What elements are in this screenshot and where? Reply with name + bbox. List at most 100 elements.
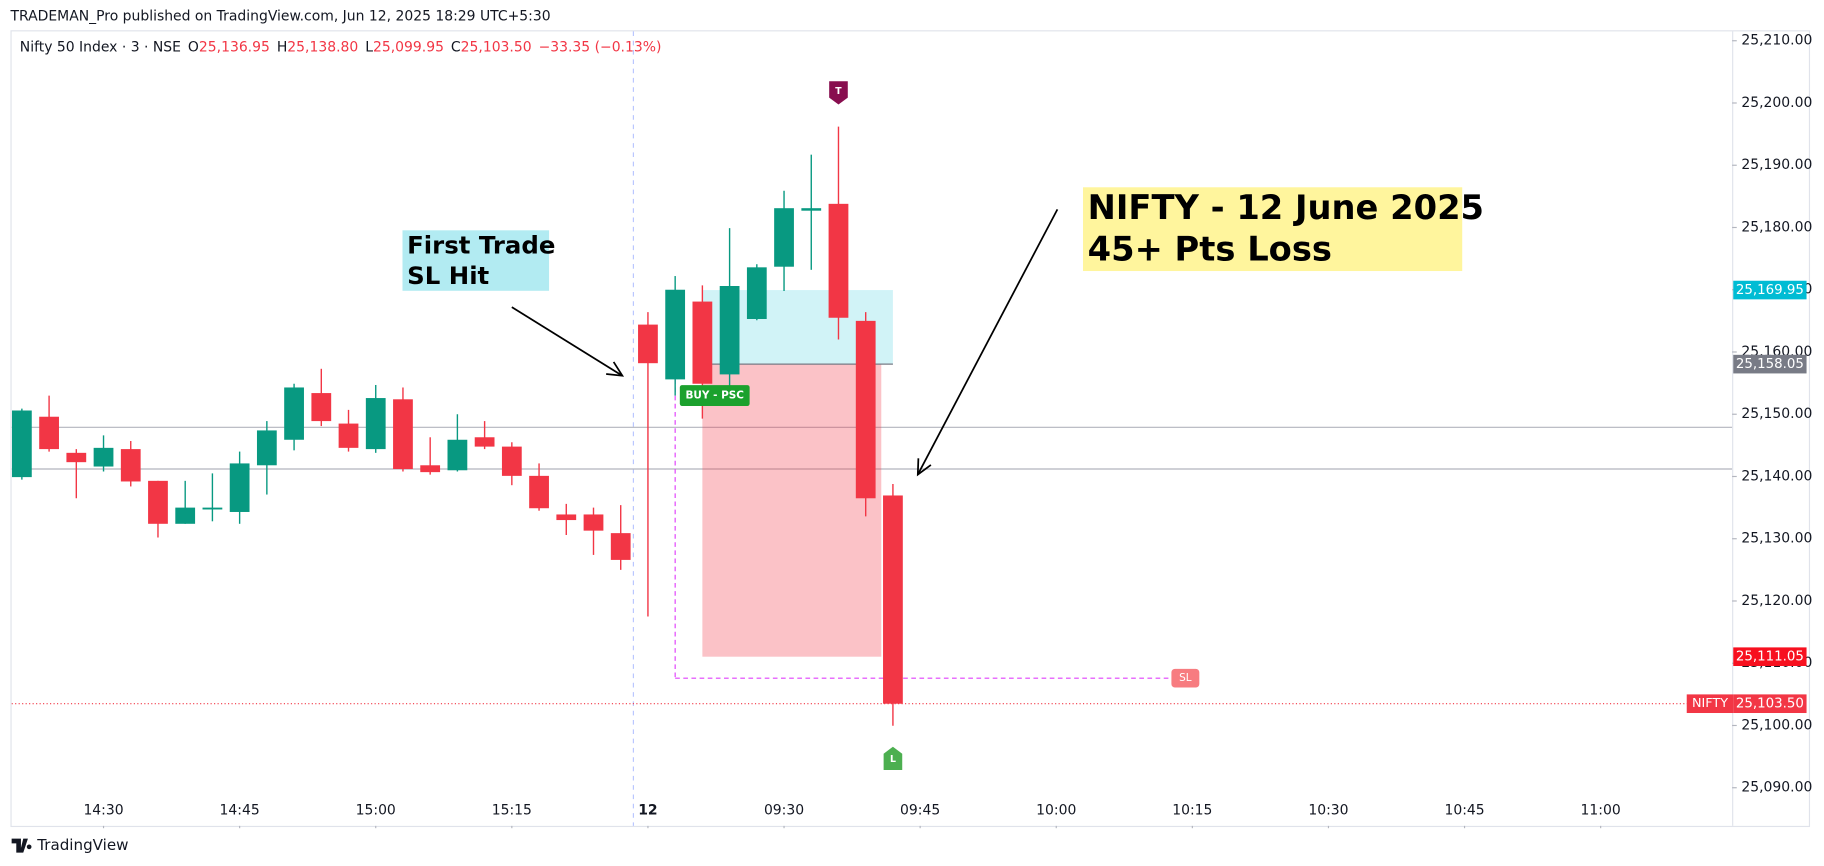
candle-body xyxy=(39,416,59,450)
y-tick-label: 25,120.00 xyxy=(1741,593,1812,609)
x-tick-label: 11:00 xyxy=(1581,803,1621,819)
candle-body xyxy=(66,452,87,463)
price-tag xyxy=(1733,647,1807,667)
annotation-text: First Trade xyxy=(407,231,555,260)
candle-body xyxy=(311,393,332,422)
x-tick-label: 15:15 xyxy=(492,803,532,819)
y-tick-label: 25,090.00 xyxy=(1741,780,1812,796)
candle-body xyxy=(148,480,168,524)
ohlc-value: 25,103.50 xyxy=(461,40,532,56)
change: −33.35 (−0.13%) xyxy=(539,40,662,56)
candle-body xyxy=(638,324,658,364)
price-tag-name-box xyxy=(1686,694,1734,714)
symbol: Nifty 50 Index · 3 · NSE xyxy=(20,40,181,56)
candle-body xyxy=(774,208,794,267)
ohlc-value: 25,099.95 xyxy=(373,40,444,56)
candle-body xyxy=(284,387,304,440)
x-tick-label: 10:30 xyxy=(1308,803,1348,819)
candle-body xyxy=(175,507,196,524)
candle-body xyxy=(420,465,441,473)
brand-logo xyxy=(11,838,32,853)
ohlc-value: 25,136.95 xyxy=(199,40,270,56)
marker-label: T xyxy=(835,86,842,97)
annotation-box xyxy=(1083,187,1463,272)
x-tick-label: 10:15 xyxy=(1172,803,1212,819)
ohlc-label: H xyxy=(277,40,287,56)
candle-body xyxy=(11,410,32,478)
candle-body xyxy=(393,399,413,470)
price-tag xyxy=(1733,354,1807,374)
candle-body xyxy=(474,437,495,447)
annotation-box xyxy=(402,230,550,291)
price-tag-label: 25,169.95 xyxy=(1736,283,1804,298)
candle-body xyxy=(365,398,386,450)
marker xyxy=(829,81,848,105)
price-tag-label: 25,158.05 xyxy=(1736,357,1804,372)
annotation-arrow xyxy=(511,306,623,377)
brand: TradingView xyxy=(36,836,128,854)
price-tag xyxy=(1733,280,1807,300)
candle-body xyxy=(202,507,223,510)
candle-body xyxy=(692,301,713,384)
annotation-text: 45+ Pts Loss xyxy=(1088,230,1332,269)
candle-body xyxy=(556,514,577,521)
candle-body xyxy=(256,430,277,466)
candle-body xyxy=(229,463,250,512)
candle-body xyxy=(828,203,849,318)
candle-body xyxy=(719,286,740,375)
candle-body xyxy=(746,267,767,319)
y-tick-label: 25,130.00 xyxy=(1741,531,1812,547)
buy-label: BUY - PSC xyxy=(685,390,744,402)
x-tick-label: 14:45 xyxy=(220,803,260,819)
loss-zone xyxy=(702,364,882,657)
price-tag-label: 25,103.50 xyxy=(1736,697,1804,712)
x-tick-label: 10:00 xyxy=(1036,803,1076,819)
annotation-arrowhead xyxy=(916,458,932,477)
sl-badge xyxy=(1171,668,1200,688)
y-tick-label: 25,200.00 xyxy=(1741,95,1812,111)
candle-body xyxy=(610,533,631,560)
y-tick-label: 25,190.00 xyxy=(1741,157,1812,173)
price-tag xyxy=(1733,694,1807,714)
annotation-text: SL Hit xyxy=(407,261,489,290)
x-tick-label: 15:00 xyxy=(356,803,396,819)
x-tick-label: 09:30 xyxy=(764,803,804,819)
y-tick-label: 25,210.00 xyxy=(1741,33,1812,49)
annotation-text: NIFTY - 12 June 2025 xyxy=(1088,188,1484,227)
candle-body xyxy=(855,320,876,499)
x-tick-label: 09:45 xyxy=(900,803,940,819)
y-tick-label: 25,140.00 xyxy=(1741,468,1812,484)
candle-body xyxy=(529,475,549,509)
candle-body xyxy=(883,495,903,704)
candle-body xyxy=(93,447,114,467)
x-tick-label: 12 xyxy=(638,803,657,819)
frame xyxy=(10,30,1811,828)
price-tag-name: NIFTY xyxy=(1692,696,1728,711)
annotation-arrow xyxy=(917,208,1059,475)
ohlc-label: L xyxy=(365,40,373,56)
candle-body xyxy=(447,439,468,471)
candle-body xyxy=(801,208,822,211)
y-tick-label: 25,180.00 xyxy=(1741,219,1812,235)
ohlc-label: O xyxy=(188,40,199,56)
x-tick-label: 10:45 xyxy=(1444,803,1484,819)
ohlc-label: C xyxy=(451,40,461,56)
candle-body xyxy=(583,514,604,531)
marker xyxy=(883,746,903,770)
sl-label: SL xyxy=(1179,672,1192,684)
y-tick-label: 25,100.00 xyxy=(1741,717,1812,733)
x-tick-label: 14:30 xyxy=(83,803,123,819)
candle-body xyxy=(338,423,359,448)
ohlc-value: 25,138.80 xyxy=(287,40,358,56)
annotation-arrowhead xyxy=(606,361,625,377)
chart-header: Nifty 50 Index · 3 · NSE O25,136.95 H25,13… xyxy=(20,40,662,56)
candle-body xyxy=(665,289,686,380)
y-tick-label: 25,150.00 xyxy=(1741,406,1812,422)
price-tag-label: 25,111.05 xyxy=(1736,650,1804,665)
candle-body xyxy=(120,449,141,482)
buy-badge xyxy=(679,385,750,407)
candle-body xyxy=(501,446,522,476)
